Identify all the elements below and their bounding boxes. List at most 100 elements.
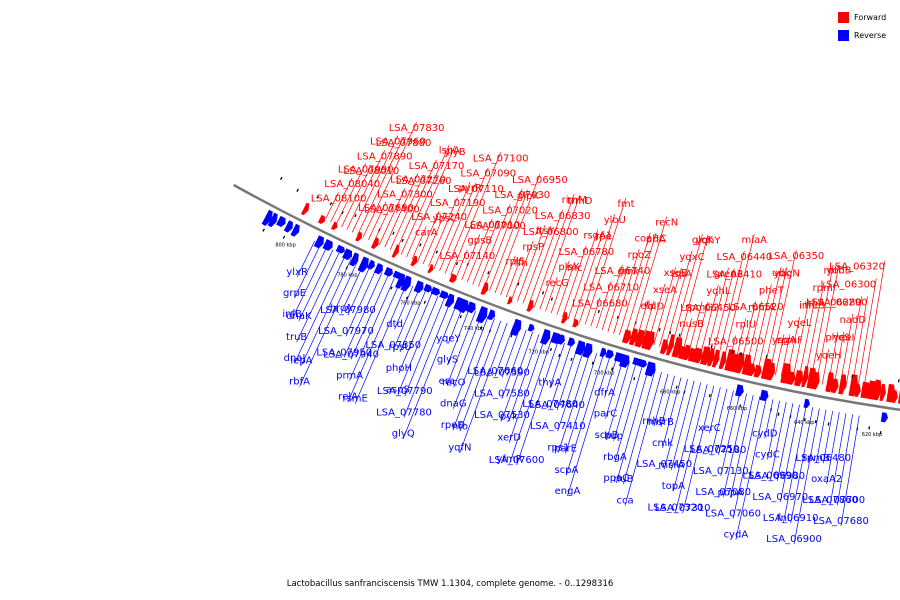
gene-label: LSA_07450 bbox=[636, 459, 692, 470]
leader-line bbox=[722, 233, 755, 364]
gene-label: LSA_06520 bbox=[728, 302, 784, 313]
reverse-gene-arrow bbox=[276, 215, 286, 228]
gene-label: rimM bbox=[562, 195, 587, 206]
gene-label: LSA_07690 bbox=[358, 203, 414, 214]
leader-line bbox=[294, 243, 322, 298]
leader-line bbox=[466, 218, 493, 283]
reverse-gene-arrow bbox=[567, 337, 576, 347]
leader-line bbox=[404, 298, 445, 397]
gene-label: xerC bbox=[698, 423, 721, 434]
gene-label: rplU bbox=[736, 319, 757, 330]
scale-tick-label: 660 kbp bbox=[727, 406, 747, 412]
legend: Forward Reverse bbox=[838, 8, 900, 44]
gene-label: LSA_08100 bbox=[311, 193, 367, 204]
leader-line bbox=[826, 412, 840, 485]
gene-label: xseB bbox=[664, 268, 688, 279]
gc-mark bbox=[803, 417, 806, 422]
leader-line bbox=[786, 316, 800, 378]
leader-line bbox=[662, 377, 682, 449]
gene-label: LSA_07830 bbox=[389, 123, 445, 134]
gene-label: yqxC bbox=[679, 252, 704, 263]
forward-gene-arrow bbox=[621, 329, 631, 344]
leader-line bbox=[545, 277, 558, 312]
gene-label: miaA bbox=[742, 235, 768, 246]
leader-line bbox=[450, 152, 501, 276]
gene-label: LSA_07320 bbox=[648, 502, 704, 513]
gc-mark bbox=[392, 231, 395, 235]
gene-label: LSA_06970 bbox=[752, 492, 808, 503]
forward-gene-arrow bbox=[838, 374, 847, 395]
leader-line bbox=[804, 282, 825, 382]
forward-gene-arrow bbox=[317, 214, 326, 224]
gc-mark bbox=[610, 367, 614, 371]
leader-line bbox=[362, 122, 417, 238]
forward-swatch bbox=[838, 11, 849, 23]
gene-label: LSA_06780 bbox=[558, 247, 614, 258]
reverse-gene-arrow bbox=[261, 209, 273, 226]
gene-label: LSA_06440 bbox=[716, 252, 772, 263]
leader-line bbox=[790, 407, 814, 524]
legend-forward-label: Forward bbox=[854, 12, 887, 22]
gene-label: hrcA bbox=[330, 303, 353, 314]
gc-mark bbox=[658, 328, 661, 332]
gene-label: LSA_07400 bbox=[364, 204, 420, 215]
forward-gene-arrow bbox=[628, 328, 638, 346]
gene-label: LSA_07180 bbox=[691, 445, 747, 456]
leader-line bbox=[810, 264, 834, 383]
gene-label: era bbox=[439, 376, 455, 387]
leader-line bbox=[687, 301, 703, 355]
leader-line bbox=[614, 366, 643, 463]
gene-label: rpoD bbox=[441, 420, 466, 431]
gene-label: LSA_07090 bbox=[460, 169, 516, 180]
leader-line bbox=[453, 313, 483, 388]
gene-label: rpmA bbox=[748, 303, 775, 314]
leader-line bbox=[779, 404, 800, 502]
scale-tick-label: 800 kbp bbox=[275, 242, 295, 248]
leader-line bbox=[452, 315, 489, 409]
leader-line bbox=[763, 267, 788, 373]
leader-line bbox=[764, 399, 774, 439]
leader-line bbox=[647, 283, 666, 344]
gene-label: ysgA bbox=[772, 335, 796, 346]
scale-tick-label: 620 kbp bbox=[862, 432, 882, 438]
reverse-gene-arrow bbox=[880, 412, 889, 423]
gene-label: topA bbox=[662, 481, 685, 492]
gene-label: udk bbox=[772, 268, 791, 279]
leader-line bbox=[618, 232, 651, 336]
gene-label: yqeY bbox=[436, 334, 461, 345]
gc-mark bbox=[777, 412, 780, 416]
gc-mark bbox=[678, 333, 681, 337]
gene-label: LSA_07020 bbox=[482, 205, 538, 216]
label-leader-lines bbox=[291, 122, 886, 545]
leader-line bbox=[624, 233, 657, 337]
forward-gene-arrow bbox=[734, 352, 745, 374]
leader-line bbox=[489, 189, 529, 291]
leader-line bbox=[340, 263, 364, 314]
forward-gene-arrow bbox=[665, 333, 675, 356]
leader-line bbox=[417, 211, 440, 262]
leader-line bbox=[792, 299, 810, 379]
gene-label: LSA_07240 bbox=[411, 212, 467, 223]
reverse-gene-arrow bbox=[290, 223, 300, 237]
gene-label: nadD bbox=[840, 315, 867, 326]
gene-label: LSA_07700 bbox=[809, 495, 865, 506]
gene-label: scpB bbox=[595, 430, 619, 441]
leader-line bbox=[833, 331, 845, 387]
gene-label: LSA_07300 bbox=[377, 189, 433, 200]
gene-label: LSA_07100 bbox=[473, 153, 529, 164]
gene-label: infC bbox=[799, 301, 819, 312]
forward-gene-arrow bbox=[692, 347, 703, 364]
reverse-gene-arrow bbox=[458, 298, 469, 314]
gene-label: nusB bbox=[679, 319, 704, 330]
forward-gene-arrow bbox=[718, 351, 727, 370]
gene-label: msrB bbox=[648, 417, 674, 428]
legend-reverse: Reverse bbox=[838, 26, 900, 44]
gene-label: yqfN bbox=[448, 443, 471, 454]
leader-line bbox=[455, 249, 468, 278]
gene-label: xseA bbox=[653, 285, 677, 296]
gene-label: gmk bbox=[617, 267, 639, 278]
gc-mark bbox=[739, 404, 742, 408]
forward-gene-arrow bbox=[645, 331, 655, 351]
genome-backbone-arc bbox=[233, 183, 900, 411]
gene-label: rsmE bbox=[342, 394, 367, 405]
